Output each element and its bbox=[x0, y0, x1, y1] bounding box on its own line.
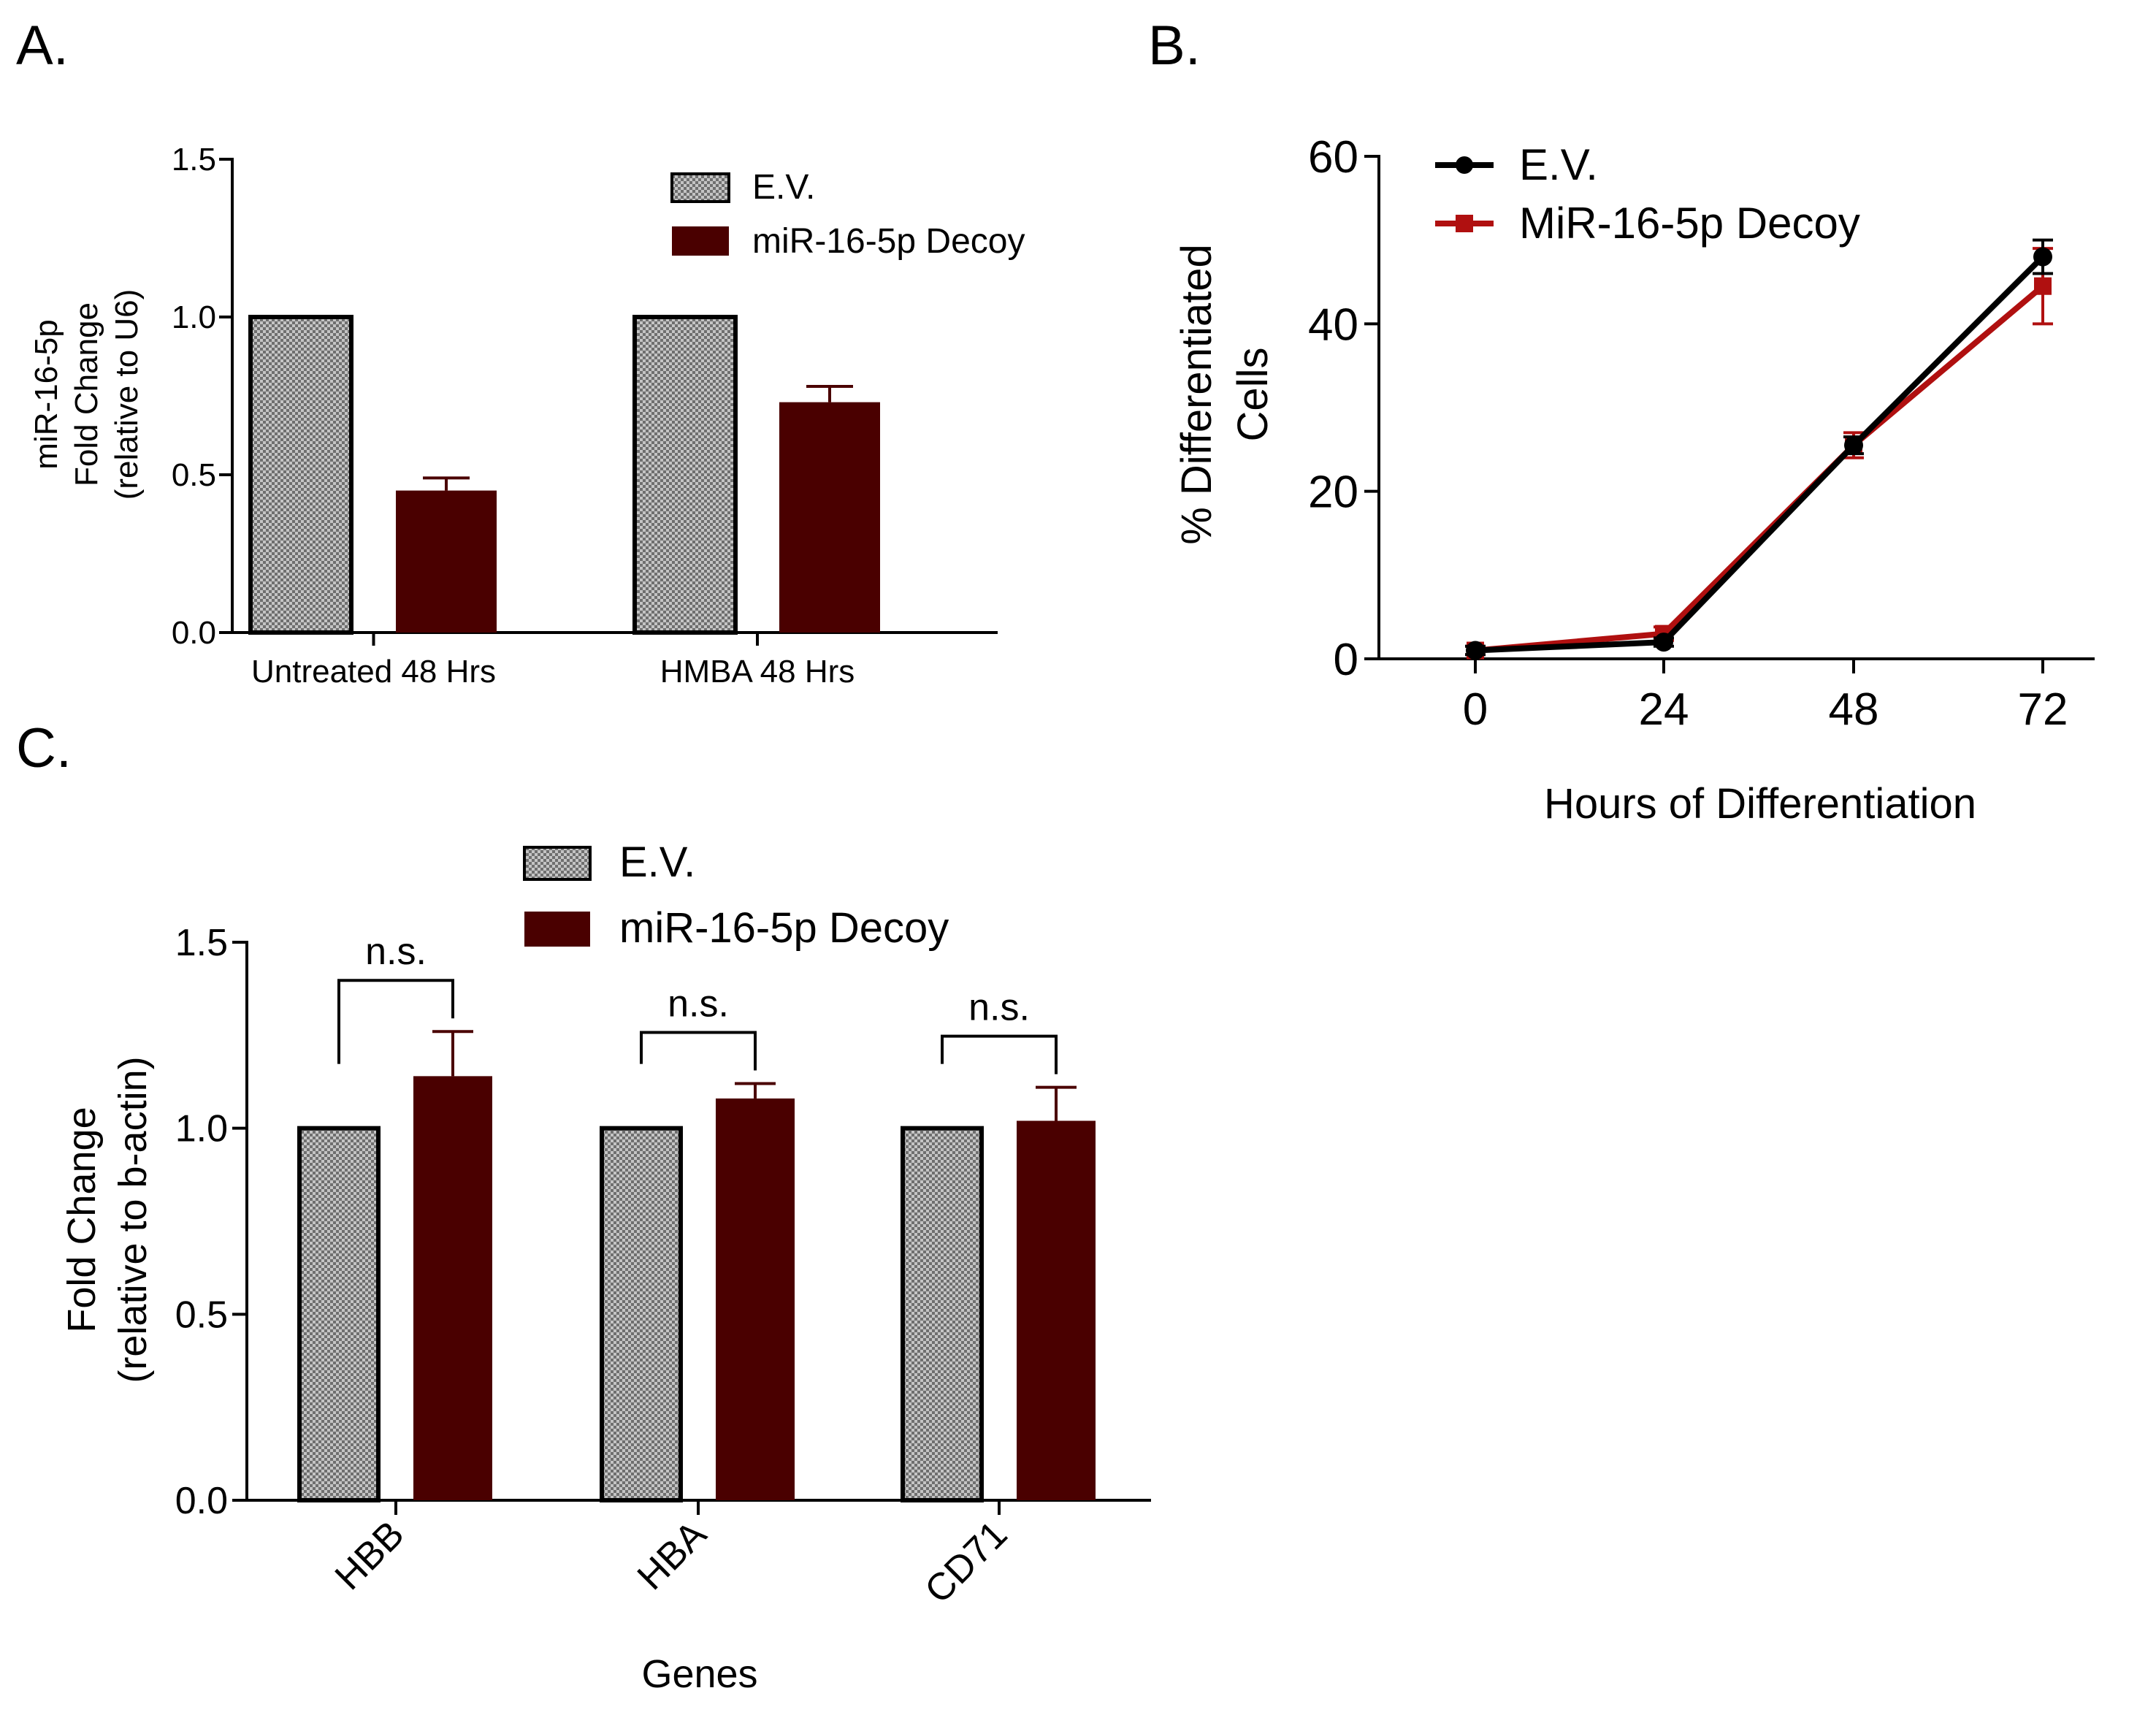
panel-b-point-ev bbox=[1844, 435, 1863, 455]
panel-c-y-tick-label: 1.0 bbox=[175, 1108, 228, 1150]
panel-b-point-ev bbox=[1466, 641, 1485, 660]
panel-c-ylabel-line1: Fold Change bbox=[60, 1107, 104, 1332]
panel-a-ylabel-line3: (relative to U6) bbox=[109, 289, 145, 500]
panel-c-x-tick-label: HBA bbox=[630, 1513, 715, 1598]
panel-c-significance-bracket bbox=[337, 979, 454, 1064]
panel-b-x-tick-label: 0 bbox=[1463, 684, 1488, 735]
panel-c-bar-decoy bbox=[1017, 1120, 1096, 1500]
panel-c-legend-ev-label: E.V. bbox=[619, 839, 695, 886]
panel-c-bar-decoy bbox=[716, 1098, 795, 1500]
panel-a-ylabel-line1: miR-16-5p bbox=[28, 319, 64, 469]
panel-a-legend-decoy-label: miR-16-5p Decoy bbox=[752, 222, 1025, 261]
panel-c-x-tick-label: CD71 bbox=[917, 1513, 1015, 1611]
panel-c-x-tick-label: HBB bbox=[327, 1513, 413, 1598]
panel-c-y-tick-label: 1.5 bbox=[175, 922, 228, 964]
panel-c-significance-label: n.s. bbox=[968, 987, 1030, 1029]
panel-a-bar-ev bbox=[248, 315, 353, 635]
panel-b-legend-decoy-label: MiR-16-5p Decoy bbox=[1519, 199, 1860, 248]
panel-b-xlabel: Hours of Differentiation bbox=[1544, 780, 1976, 828]
panel-a-legend-ev-swatch bbox=[670, 172, 730, 203]
panel-c-significance-label: n.s. bbox=[365, 931, 427, 973]
panel-c-y-tick-label: 0.5 bbox=[175, 1294, 228, 1336]
panel-c-label: C. bbox=[16, 717, 72, 779]
panel-a-y-tick-label: 0.0 bbox=[172, 615, 216, 651]
panel-a: A. miR-16-5p Fold Change (relative to U6… bbox=[16, 15, 1025, 690]
panel-c-bar-ev bbox=[297, 1126, 381, 1502]
panel-c-legend-decoy-swatch bbox=[524, 912, 590, 947]
panel-b-x-tick-label: 72 bbox=[2018, 684, 2068, 735]
panel-a-bar-decoy bbox=[779, 402, 880, 633]
panel-b-series-ev-line bbox=[1475, 254, 2045, 654]
panel-b-y-tick-label: 40 bbox=[1308, 299, 1358, 350]
panel-b-y-tick-label: 60 bbox=[1308, 132, 1358, 183]
panel-c-xlabel: Genes bbox=[641, 1652, 757, 1696]
panel-a-x-tick-label: Untreated 48 Hrs bbox=[251, 654, 496, 690]
panel-a-x-tick-label: HMBA 48 Hrs bbox=[660, 654, 855, 690]
panel-b-legend-decoy-marker bbox=[1456, 215, 1473, 232]
panel-b-point-ev bbox=[2033, 247, 2052, 267]
panel-b-label: B. bbox=[1148, 15, 1201, 77]
panel-b-legend-ev-label: E.V. bbox=[1519, 140, 1598, 189]
panel-a-y-tick-label: 0.5 bbox=[172, 457, 216, 493]
panel-a-ylabel-line2: Fold Change bbox=[69, 302, 104, 486]
panel-a-y-tick-label: 1.0 bbox=[172, 299, 216, 335]
panel-c-ylabel-line2: (relative to b-actin) bbox=[111, 1056, 155, 1383]
panel-a-label: A. bbox=[16, 15, 69, 77]
panel-b-x-tick-label: 24 bbox=[1639, 684, 1689, 735]
panel-c-y-tick-label: 0.0 bbox=[175, 1480, 228, 1522]
panel-b-x-tick-label: 48 bbox=[1829, 684, 1879, 735]
panel-c: C. Fold Change (relative to b-actin) Gen… bbox=[16, 717, 1151, 1696]
panel-b-y-tick-label: 20 bbox=[1308, 467, 1358, 518]
panel-a-bar-decoy bbox=[396, 490, 497, 633]
panel-c-bar-ev bbox=[600, 1126, 683, 1502]
panel-a-y-tick-label: 1.5 bbox=[172, 142, 216, 177]
panel-b-legend-ev-marker bbox=[1456, 156, 1473, 174]
panel-c-bar-decoy bbox=[413, 1076, 492, 1500]
panel-b-ylabel-line1: % Differentiated bbox=[1173, 244, 1220, 545]
panel-a-legend-decoy-swatch bbox=[672, 226, 729, 256]
panel-c-legend-decoy-label: miR-16-5p Decoy bbox=[619, 904, 949, 952]
panel-a-legend-ev-label: E.V. bbox=[752, 168, 815, 207]
panel-c-significance-label: n.s. bbox=[668, 983, 729, 1025]
panel-c-significance-bracket bbox=[941, 1034, 1058, 1074]
panel-c-significance-bracket bbox=[640, 1031, 757, 1071]
panel-b: B. % Differentiated Cells Hours of Diffe… bbox=[1148, 15, 2095, 828]
panel-b-point-ev bbox=[1654, 633, 1673, 652]
panel-c-bar-ev bbox=[901, 1126, 984, 1502]
panel-b-point-decoy bbox=[2034, 277, 2052, 295]
panel-b-ylabel-line2: Cells bbox=[1229, 348, 1277, 442]
panel-a-bar-ev bbox=[632, 315, 738, 635]
panel-b-y-tick-label: 0 bbox=[1334, 635, 1358, 685]
panel-c-legend-ev-swatch bbox=[523, 846, 592, 881]
